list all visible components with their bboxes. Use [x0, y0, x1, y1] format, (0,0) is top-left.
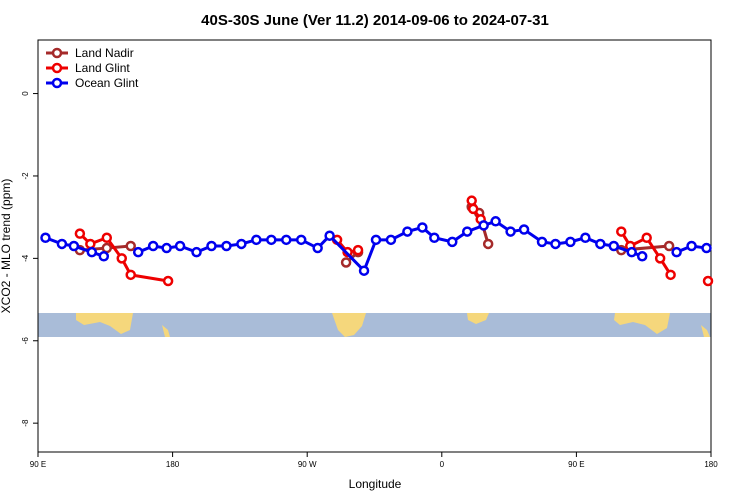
legend-label: Land Glint — [75, 61, 130, 75]
data-point — [125, 269, 136, 281]
data-point — [616, 226, 627, 237]
data-point — [536, 236, 548, 248]
data-point — [636, 251, 648, 262]
data-point — [147, 240, 159, 252]
x-tick-label: 180 — [166, 460, 180, 469]
data-point — [174, 240, 186, 252]
y-tick-label: -2 — [21, 172, 30, 180]
data-point — [56, 238, 68, 250]
legend-label: Land Nadir — [75, 46, 134, 60]
x-axis-label: Longitude — [349, 477, 402, 491]
data-point — [370, 234, 382, 246]
data-point — [654, 253, 666, 264]
data-point — [565, 236, 576, 248]
data-point — [580, 232, 591, 244]
x-tick-label: 90 W — [298, 460, 317, 469]
data-point — [490, 216, 501, 227]
data-point — [518, 224, 530, 235]
data-point — [641, 232, 652, 244]
x-tick-label: 0 — [440, 460, 445, 469]
data-point — [505, 226, 516, 237]
data-point — [98, 251, 110, 262]
data-point — [125, 240, 136, 252]
map-strip — [38, 313, 711, 337]
y-tick-label: 0 — [21, 91, 30, 96]
y-tick-label: -4 — [21, 254, 30, 262]
data-point — [324, 230, 335, 241]
x-tick-label: 90 E — [30, 460, 46, 469]
data-point — [68, 240, 80, 252]
data-point — [281, 234, 292, 246]
data-point — [40, 232, 51, 244]
data-point — [251, 234, 262, 246]
chart-title: 40S-30S June (Ver 11.2) 2014-09-06 to 20… — [201, 12, 549, 29]
data-point — [236, 238, 247, 250]
data-point — [466, 195, 477, 206]
data-point — [482, 238, 494, 250]
data-point — [191, 246, 202, 258]
x-tick-label: 90 E — [568, 460, 584, 469]
data-point — [86, 246, 98, 258]
data-point — [626, 246, 637, 258]
data-point — [461, 226, 473, 237]
data-point — [340, 257, 352, 268]
data-point — [312, 242, 323, 254]
data-point — [101, 232, 113, 244]
series-line — [137, 219, 643, 274]
legend-marker — [51, 47, 63, 59]
legend-marker — [51, 62, 63, 74]
data-point — [358, 265, 370, 276]
data-point — [266, 234, 277, 246]
data-point — [402, 226, 413, 237]
data-point — [221, 240, 232, 252]
data-point — [595, 238, 606, 250]
data-point — [608, 240, 620, 252]
data-point — [702, 275, 714, 287]
data-point — [550, 238, 561, 250]
data-point — [429, 232, 440, 244]
data-point — [686, 240, 697, 252]
data-point — [478, 220, 489, 231]
x-tick-label: 180 — [704, 460, 718, 469]
data-point — [85, 238, 96, 250]
data-point — [162, 275, 174, 287]
y-axis-label: XCO2 - MLO trend (ppm) — [0, 179, 13, 314]
data-point — [385, 234, 397, 246]
data-point — [352, 244, 364, 256]
data-point — [447, 236, 458, 248]
data-point — [701, 242, 712, 254]
data-point — [665, 269, 676, 281]
data-point — [116, 253, 128, 264]
legend-marker — [51, 77, 63, 89]
data-point — [663, 240, 675, 252]
data-point — [132, 246, 144, 258]
y-tick-label: -6 — [21, 337, 30, 345]
legend-label: Ocean Glint — [75, 76, 139, 90]
data-point — [206, 240, 217, 252]
data-point — [74, 228, 86, 239]
data-point — [417, 222, 428, 233]
data-point — [467, 203, 479, 215]
y-tick-label: -8 — [21, 419, 30, 427]
data-point — [161, 242, 172, 254]
data-point — [671, 246, 682, 258]
data-point — [101, 242, 113, 254]
data-point — [295, 234, 307, 246]
